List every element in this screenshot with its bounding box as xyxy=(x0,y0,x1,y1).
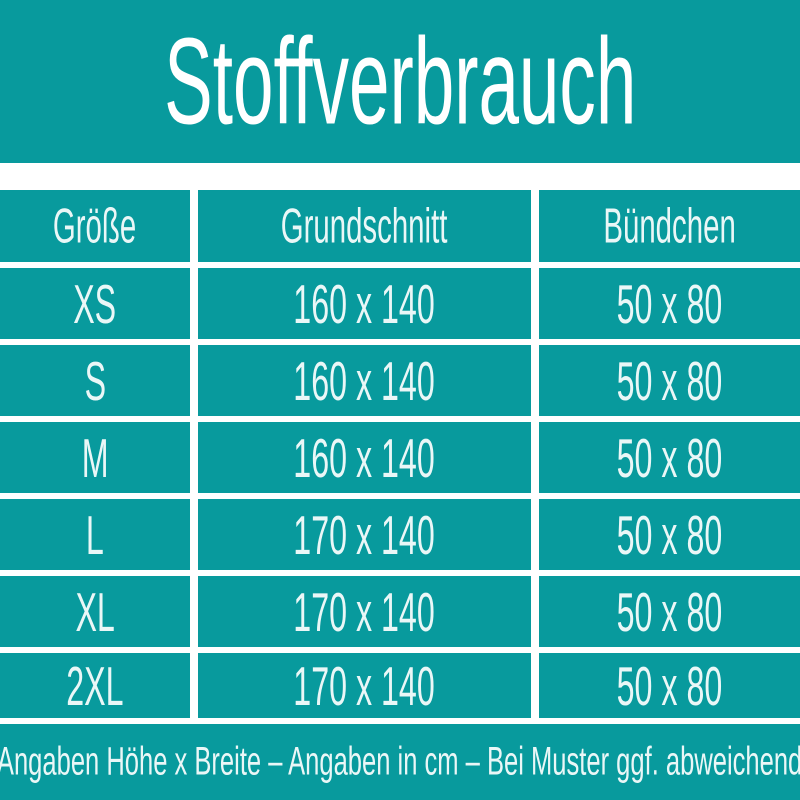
grundschnitt-cell: 160 x 140 xyxy=(190,345,531,416)
size-table: Größe Grundschnitt Bündchen XS 160 x 140… xyxy=(0,190,800,724)
footer: Angaben Höhe x Breite – Angaben in cm – … xyxy=(0,724,800,800)
grundschnitt-cell: 170 x 140 xyxy=(190,653,531,718)
buendchen-cell: 50 x 80 xyxy=(531,576,800,647)
buendchen-cell: 50 x 80 xyxy=(531,499,800,570)
buendchen-cell: 50 x 80 xyxy=(531,268,800,339)
size-cell: XS xyxy=(73,272,117,335)
table-row-2xl: 2XL 170 x 140 50 x 80 xyxy=(0,647,800,724)
page-title: Stoffverbrauch xyxy=(163,13,637,150)
grundschnitt-cell: 170 x 140 xyxy=(190,499,531,570)
divider-band xyxy=(0,163,800,190)
table-row-xs: XS 160 x 140 50 x 80 xyxy=(0,262,800,339)
buendchen-cell: 50 x 80 xyxy=(531,345,800,416)
table-row-s: S 160 x 140 50 x 80 xyxy=(0,339,800,416)
footer-note: Angaben Höhe x Breite – Angaben in cm – … xyxy=(0,739,800,784)
grundschnitt-cell: 160 x 140 xyxy=(190,268,531,339)
size-cell: S xyxy=(84,349,106,412)
table-row-l: L 170 x 140 50 x 80 xyxy=(0,493,800,570)
col-header-groesse: Größe xyxy=(53,197,137,254)
table-row-m: M 160 x 140 50 x 80 xyxy=(0,416,800,493)
size-cell: XL xyxy=(75,580,115,643)
grundschnitt-cell: 170 x 140 xyxy=(190,576,531,647)
table-header-row: Größe Grundschnitt Bündchen xyxy=(0,190,800,262)
col-header-grundschnitt: Grundschnitt xyxy=(190,190,531,262)
size-cell: L xyxy=(86,503,104,566)
grundschnitt-cell: 160 x 140 xyxy=(190,422,531,493)
buendchen-cell: 50 x 80 xyxy=(531,422,800,493)
size-cell: 2XL xyxy=(66,654,124,717)
buendchen-cell: 50 x 80 xyxy=(531,653,800,718)
header: Stoffverbrauch xyxy=(0,0,800,163)
size-cell: M xyxy=(81,426,109,489)
table-row-xl: XL 170 x 140 50 x 80 xyxy=(0,570,800,647)
col-header-buendchen: Bündchen xyxy=(531,190,800,262)
